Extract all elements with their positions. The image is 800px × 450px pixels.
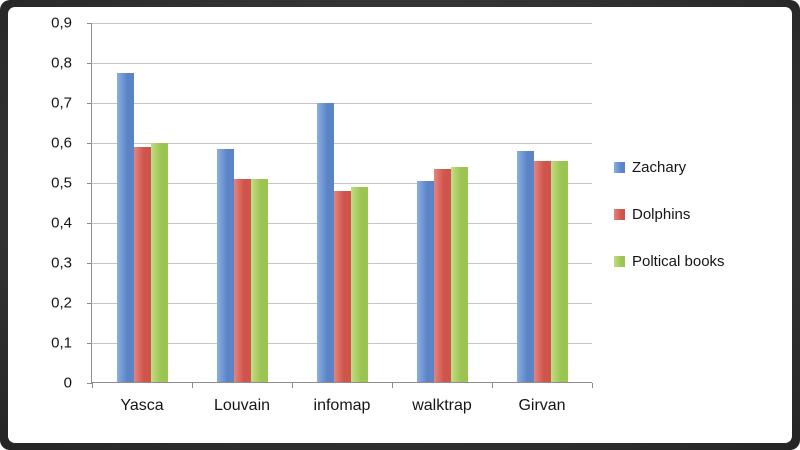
bar-group (492, 23, 592, 383)
legend-swatch (614, 162, 625, 173)
y-tick-mark (87, 223, 92, 224)
y-tick-label: 0 (63, 374, 72, 392)
bar-group (192, 23, 292, 383)
x-tick-mark (592, 383, 593, 388)
gridline (92, 183, 592, 184)
gridline (92, 63, 592, 64)
bar-dolphins (533, 161, 551, 383)
y-tick-mark (87, 343, 92, 344)
x-category-label: Girvan (518, 397, 566, 414)
bar-poltical-books (150, 143, 168, 383)
bar-zachary (516, 151, 534, 383)
legend-item: Poltical books (614, 253, 725, 270)
bar-dolphins (333, 191, 351, 383)
y-tick-mark (87, 23, 92, 24)
bar-zachary (116, 73, 134, 383)
y-tick-label: 0,6 (51, 134, 72, 152)
bar-group (392, 23, 492, 383)
legend-label: Zachary (632, 159, 687, 176)
gridline (92, 143, 592, 144)
bar-poltical-books (350, 187, 368, 383)
y-tick-label: 0,4 (51, 214, 72, 232)
y-tick-mark (87, 263, 92, 264)
y-tick-label: 0,3 (51, 254, 72, 272)
legend-label: Poltical books (632, 253, 725, 270)
legend-swatch (614, 209, 625, 220)
y-tick-label: 0,5 (51, 174, 72, 192)
legend-swatch (614, 256, 625, 267)
legend-item: Dolphins (614, 206, 725, 223)
y-tick-label: 0,7 (51, 94, 72, 112)
gridline (92, 103, 592, 104)
bar-poltical-books (450, 167, 468, 383)
x-tick-mark (292, 383, 293, 388)
y-axis-labels: 0,9 0,8 0,7 0,6 0,5 0,4 0,3 0,2 0,1 0 (8, 15, 84, 392)
x-category-label: Louvain (213, 397, 271, 414)
bar-dolphins (233, 179, 251, 383)
bar-group (92, 23, 192, 383)
y-tick-mark (87, 303, 92, 304)
y-tick-label: 0,8 (51, 54, 72, 72)
bar-poltical-books (550, 161, 568, 383)
y-tick-label: 0,2 (51, 294, 72, 312)
x-tick-mark (192, 383, 193, 388)
y-axis-line (91, 23, 92, 383)
x-tick-mark (492, 383, 493, 388)
bar-dolphins (433, 169, 451, 383)
y-tick-mark (87, 103, 92, 104)
legend-label: Dolphins (632, 206, 691, 223)
gridline (92, 23, 592, 24)
y-tick-label: 0,1 (51, 334, 72, 352)
y-tick-mark (87, 143, 92, 144)
y-tick-mark (87, 183, 92, 184)
x-category-label: Yasca (120, 397, 164, 414)
bar-zachary (316, 103, 334, 383)
chart-panel: 0,9 0,8 0,7 0,6 0,5 0,4 0,3 0,2 0,1 0 Yasca Louvai… (8, 7, 792, 443)
x-category-label: infomap (313, 397, 371, 414)
chart-legend: Zachary Dolphins Poltical books (614, 159, 725, 270)
bar-group (292, 23, 392, 383)
y-tick-mark (87, 63, 92, 64)
plot-area (87, 23, 593, 388)
x-tick-mark (92, 383, 93, 388)
x-axis-line (91, 382, 592, 383)
bar-poltical-books (250, 179, 268, 383)
x-tick-mark (392, 383, 393, 388)
bar-zachary (216, 149, 234, 383)
bar-dolphins (133, 147, 151, 383)
x-category-label: walktrap (412, 397, 472, 414)
y-tick-mark (87, 383, 92, 384)
x-axis-labels: Yasca Louvain infomap walktrap Girvan (92, 397, 592, 421)
y-tick-label: 0,9 (51, 14, 72, 32)
bar-zachary (416, 181, 434, 383)
legend-item: Zachary (614, 159, 725, 176)
